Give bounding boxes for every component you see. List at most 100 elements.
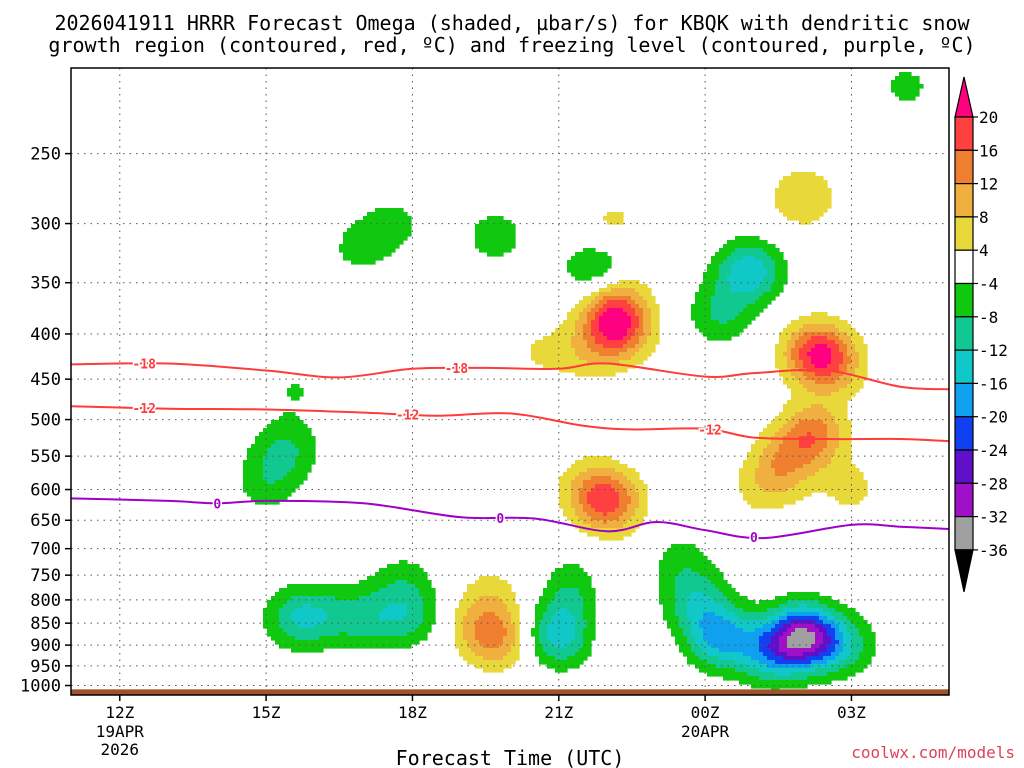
omega-cell: [795, 412, 832, 417]
omega-cell: [643, 332, 652, 337]
omega-cell: [711, 644, 760, 649]
omega-cell: [483, 644, 500, 649]
omega-cell: [707, 640, 760, 645]
omega-cell: [675, 588, 720, 593]
credit-text[interactable]: coolwx.com/models: [851, 743, 1015, 762]
omega-cell: [743, 492, 812, 497]
omega-cell: [835, 632, 844, 637]
omega-cell: [791, 320, 848, 325]
omega-cell: [791, 632, 816, 637]
omega-cell: [467, 612, 484, 617]
omega-cell: [591, 488, 616, 493]
omega-cell: [247, 456, 264, 461]
omega-cell: [599, 352, 620, 357]
omega-cell: [535, 636, 540, 641]
omega-cell: [651, 332, 660, 337]
omega-cell: [691, 568, 720, 573]
omega-cell: [843, 620, 852, 625]
omega-cell: [619, 504, 628, 509]
y-tick-label: 550: [30, 447, 61, 467]
omega-cell: [295, 460, 316, 465]
omega-cell: [723, 260, 736, 265]
omega-cell: [467, 584, 512, 589]
omega-cell: [795, 360, 804, 365]
dgz-contour--18-label: -18: [445, 362, 469, 377]
omega-cell: [475, 664, 512, 669]
omega-cell: [575, 324, 584, 329]
omega-cell: [463, 616, 480, 621]
omega-cell: [351, 224, 412, 229]
omega-cell: [763, 452, 776, 457]
omega-cell: [271, 596, 292, 601]
omega-cell: [287, 632, 340, 637]
omega-cell: [347, 228, 412, 233]
omega-cell: [855, 368, 868, 373]
omega-cell: [255, 500, 280, 505]
colorbar-label: -16: [979, 374, 1008, 393]
omega-cell: [515, 624, 520, 629]
omega-cell: [787, 636, 816, 641]
omega-cell: [243, 464, 264, 469]
omega-cell: [807, 388, 840, 393]
omega-cell: [663, 556, 708, 561]
omega-cell: [607, 308, 624, 313]
omega-cell: [575, 636, 584, 641]
omega-cell: [835, 340, 844, 345]
omega-cell: [559, 608, 568, 613]
omega-cell: [291, 396, 300, 401]
x-tick-label: 15Z: [252, 703, 281, 722]
omega-cell: [255, 436, 316, 441]
omega-cell: [787, 600, 820, 605]
omega-cell: [571, 496, 580, 501]
omega-cell: [635, 488, 648, 493]
omega-cell: [807, 340, 836, 345]
omega-cell: [547, 664, 580, 669]
omega-cell: [755, 480, 800, 485]
omega-cell: [555, 328, 576, 333]
omega-cell: [467, 644, 484, 649]
omega-cell: [807, 604, 828, 609]
omega-cell: [583, 504, 592, 509]
omega-cell: [627, 328, 636, 333]
colorbar-label: 16: [979, 141, 998, 160]
omega-cell: [839, 428, 852, 433]
omega-cell: [775, 360, 788, 365]
omega-cell: [359, 596, 424, 601]
omega-cell: [719, 588, 736, 593]
omega-cell: [567, 644, 584, 649]
omega-cell: [759, 644, 768, 649]
omega-cell: [583, 604, 596, 609]
omega-cell: [827, 632, 836, 637]
omega-cell: [575, 652, 592, 657]
omega-cell: [455, 640, 468, 645]
omega-cell: [299, 448, 316, 453]
dgz-contour--18-label: -18: [132, 358, 156, 373]
colorbar-swatch: [954, 515, 974, 551]
omega-cell: [619, 496, 632, 501]
omega-cell: [827, 444, 840, 449]
colorbar-label: 12: [979, 175, 998, 194]
omega-cell: [563, 512, 576, 517]
omega-cell: [515, 640, 520, 645]
omega-cell: [539, 600, 552, 605]
omega-cell: [479, 616, 500, 621]
omega-cell: [639, 324, 644, 329]
colorbar-label: -20: [979, 408, 1008, 427]
omega-cell: [799, 380, 816, 385]
omega-cell: [839, 424, 852, 429]
omega-cell: [623, 308, 636, 313]
omega-cell: [571, 464, 628, 469]
omega-cell: [563, 472, 580, 477]
omega-cell: [343, 236, 408, 241]
omega-cell: [591, 476, 612, 481]
omega-cell: [295, 456, 316, 461]
omega-cell: [539, 640, 552, 645]
omega-cell: [799, 352, 808, 357]
omega-cell: [759, 660, 776, 665]
omega-cell: [583, 628, 596, 633]
y-tick-label: 650: [30, 511, 61, 531]
omega-cell: [679, 620, 692, 625]
omega-cell: [639, 500, 648, 505]
omega-cell: [587, 620, 596, 625]
omega-cell: [815, 440, 828, 445]
